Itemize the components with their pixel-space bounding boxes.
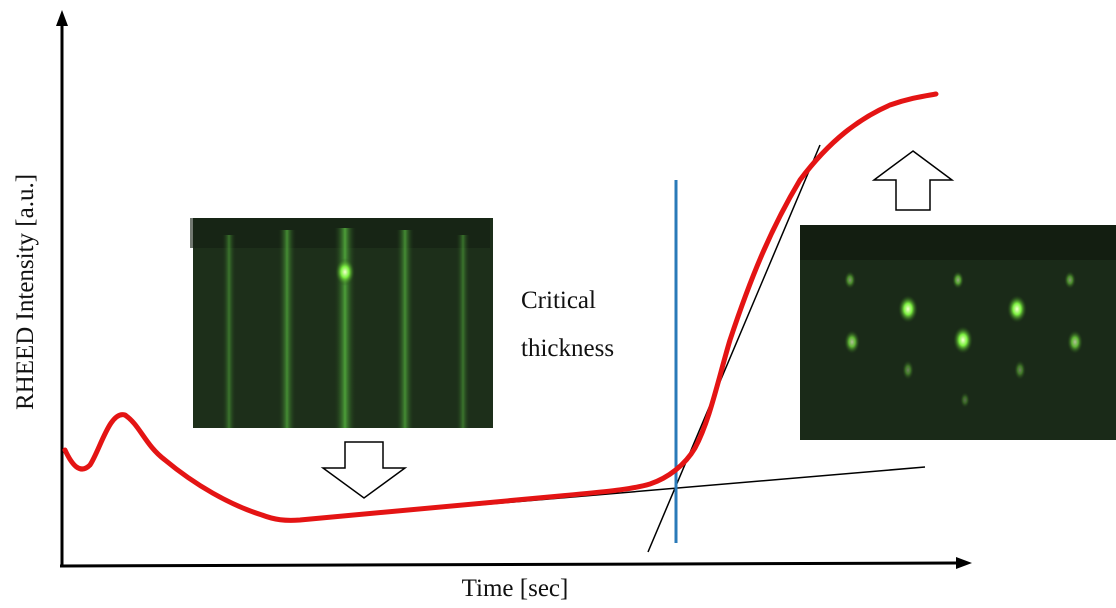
rheed-image-spots bbox=[800, 225, 1116, 440]
down-arrow bbox=[320, 441, 408, 499]
annotation-line: Critical bbox=[521, 287, 596, 314]
intensity-curve bbox=[62, 91, 939, 523]
y-axis-label: RHEED Intensity [a.u.] bbox=[12, 174, 39, 410]
x-axis bbox=[59, 561, 959, 568]
axes bbox=[56, 10, 972, 569]
x-axis-label: Time [sec] bbox=[462, 575, 569, 602]
annotation-line: thickness bbox=[521, 335, 614, 362]
y-axis-arrow bbox=[56, 10, 68, 26]
rheed-image-streaks bbox=[190, 218, 493, 428]
up-arrow bbox=[871, 150, 955, 211]
x-axis-arrow bbox=[956, 557, 972, 569]
